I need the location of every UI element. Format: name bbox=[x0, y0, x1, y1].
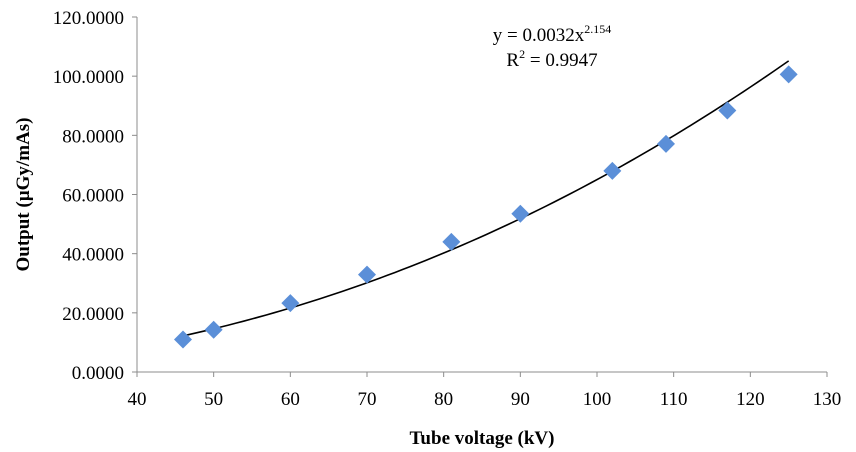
data-point-marker bbox=[358, 265, 376, 284]
x-tick-label: 40 bbox=[128, 389, 147, 410]
y-tick-label: 80.0000 bbox=[62, 126, 124, 147]
data-point-marker bbox=[603, 161, 622, 180]
data-point-marker bbox=[204, 320, 223, 339]
trendline-r-squared: R2 = 0.9947 bbox=[506, 47, 597, 71]
y-tick-label: 0.0000 bbox=[72, 363, 124, 384]
x-tick-label: 100 bbox=[583, 389, 612, 410]
equation-exponent: 2.154 bbox=[584, 22, 611, 36]
r2-prefix: R bbox=[506, 50, 519, 71]
trendline-equation: y = 0.0032x2.154 bbox=[493, 22, 611, 46]
x-axis-ticks: 40 50 60 70 80 90 100 110 120 130 bbox=[128, 372, 842, 410]
data-point-marker bbox=[657, 134, 675, 153]
y-tick-label: 100.0000 bbox=[53, 67, 124, 88]
x-tick-label: 70 bbox=[358, 389, 377, 410]
x-tick-label: 80 bbox=[434, 389, 453, 410]
data-point-marker bbox=[511, 204, 530, 223]
y-tick-label: 120.0000 bbox=[53, 8, 124, 29]
x-tick-label: 90 bbox=[511, 389, 530, 410]
y-tick-label: 60.0000 bbox=[62, 186, 124, 207]
x-axis-title: Tube voltage (kV) bbox=[410, 428, 555, 449]
x-tick-label: 130 bbox=[813, 389, 842, 410]
r2-superscript: 2 bbox=[519, 47, 525, 61]
data-point-marker bbox=[718, 101, 737, 120]
x-tick-label: 110 bbox=[660, 389, 688, 410]
data-point-marker bbox=[174, 330, 192, 349]
y-axis-title: Output (µGy/mAs) bbox=[13, 118, 34, 272]
data-point-marker bbox=[779, 65, 798, 84]
data-point-marker bbox=[281, 294, 300, 313]
y-tick-label: 40.0000 bbox=[62, 245, 124, 266]
data-series bbox=[174, 65, 798, 349]
y-axis-ticks: 0.0000 20.0000 40.0000 60.0000 80.0000 100.00… bbox=[53, 8, 137, 384]
x-tick-label: 120 bbox=[736, 389, 765, 410]
x-tick-label: 60 bbox=[281, 389, 300, 410]
r2-value: = 0.9947 bbox=[525, 50, 597, 71]
power-trendline bbox=[182, 60, 790, 337]
data-point-marker bbox=[442, 232, 461, 251]
equation-main: y = 0.0032x bbox=[493, 25, 585, 46]
x-tick-label: 50 bbox=[204, 389, 223, 410]
y-tick-label: 20.0000 bbox=[62, 304, 124, 325]
chart-axes: 40 50 60 70 80 90 100 110 120 130 0.0000 20.0000 40… bbox=[53, 8, 842, 410]
